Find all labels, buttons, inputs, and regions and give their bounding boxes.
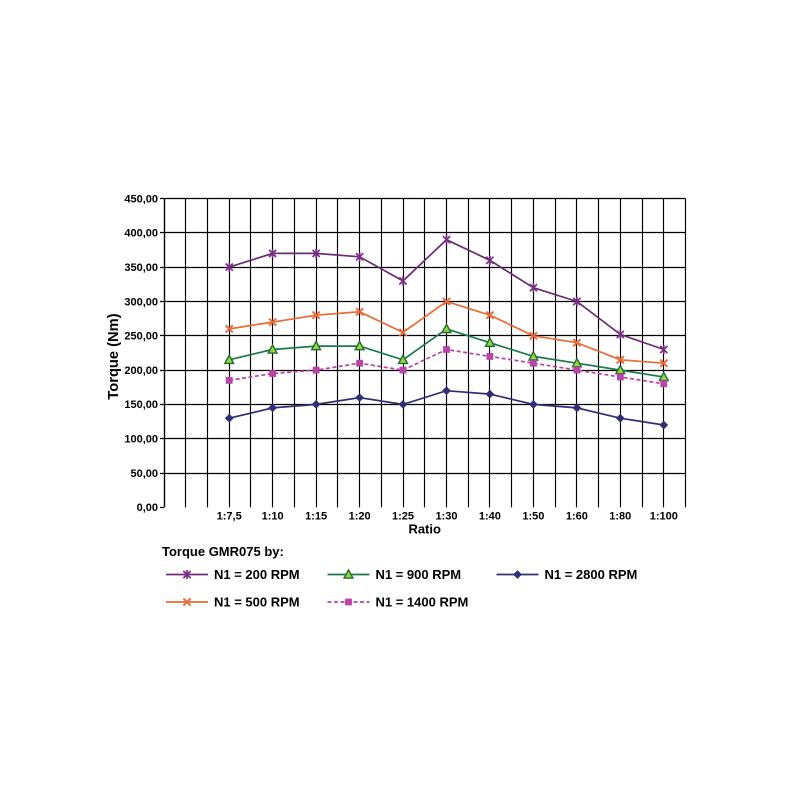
svg-text:50,00: 50,00: [130, 468, 158, 480]
svg-text:1:7,5: 1:7,5: [217, 511, 242, 523]
svg-text:1:60: 1:60: [566, 511, 588, 523]
svg-text:Torque (Nm): Torque (Nm): [106, 313, 122, 399]
svg-text:Torque GMR075 by:: Torque GMR075 by:: [162, 544, 284, 559]
svg-text:1:80: 1:80: [609, 511, 631, 523]
svg-text:1:40: 1:40: [479, 511, 501, 523]
svg-text:1:100: 1:100: [650, 511, 678, 523]
svg-text:150,00: 150,00: [124, 399, 158, 411]
svg-text:300,00: 300,00: [124, 296, 158, 308]
svg-text:350,00: 350,00: [124, 262, 158, 274]
svg-text:N1 = 500 RPM: N1 = 500 RPM: [214, 595, 300, 610]
svg-text:N1 = 200 RPM: N1 = 200 RPM: [214, 567, 300, 582]
svg-text:400,00: 400,00: [124, 228, 158, 240]
svg-text:1:10: 1:10: [262, 511, 284, 523]
svg-text:1:20: 1:20: [349, 511, 371, 523]
svg-text:200,00: 200,00: [124, 365, 158, 377]
svg-text:1:50: 1:50: [522, 511, 544, 523]
svg-text:N1 = 2800 RPM: N1 = 2800 RPM: [545, 567, 638, 582]
svg-text:1:30: 1:30: [435, 511, 457, 523]
svg-text:0,00: 0,00: [137, 502, 158, 514]
svg-text:450,00: 450,00: [124, 193, 158, 205]
svg-text:N1 = 900 RPM: N1 = 900 RPM: [376, 567, 462, 582]
svg-text:100,00: 100,00: [124, 434, 158, 446]
svg-text:1:15: 1:15: [305, 511, 327, 523]
svg-text:1:25: 1:25: [392, 511, 414, 523]
svg-text:250,00: 250,00: [124, 331, 158, 343]
svg-text:N1 = 1400 RPM: N1 = 1400 RPM: [376, 595, 469, 610]
svg-text:Ratio: Ratio: [408, 522, 441, 537]
